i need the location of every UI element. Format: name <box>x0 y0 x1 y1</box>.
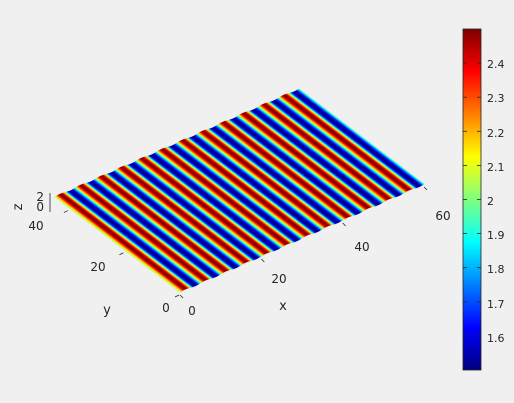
colorbar-tick-1.9: 1.9 <box>487 229 505 242</box>
colorbar-tick-1.8: 1.8 <box>487 263 505 276</box>
colorbar-tick-2.3: 2.3 <box>487 92 505 105</box>
colorbar-tick-2.1: 2.1 <box>487 161 505 174</box>
colorbar-tick-2.2: 2.2 <box>487 127 505 140</box>
y-tick-label-0: 0 <box>162 301 170 315</box>
x-tick-label-40: 40 <box>354 240 369 254</box>
x-axis-label: x <box>279 299 287 314</box>
y-tick-label-20: 20 <box>90 260 105 274</box>
colorbar-tick-1.6: 1.6 <box>487 332 505 345</box>
colorbar-tick-1.7: 1.7 <box>487 298 505 311</box>
x-tick-label-0: 0 <box>188 304 196 318</box>
colorbar-tick-2: 2 <box>487 195 494 208</box>
colorbar-tick-2.4: 2.4 <box>487 58 505 71</box>
surface-strip <box>54 195 182 293</box>
y-tick-label-40: 40 <box>28 219 43 233</box>
x-tick-label-20: 20 <box>271 272 286 286</box>
z-tick-label-0: 0 <box>36 200 44 214</box>
z-axis-label: z <box>11 203 26 210</box>
x-tick-label-60: 60 <box>435 209 450 223</box>
axis-ticks <box>49 186 428 299</box>
colorbar-ticks <box>463 62 481 337</box>
y-axis-label: y <box>103 303 111 318</box>
surface-plot <box>54 88 425 293</box>
z-tick-label-2: 2 <box>36 190 44 204</box>
